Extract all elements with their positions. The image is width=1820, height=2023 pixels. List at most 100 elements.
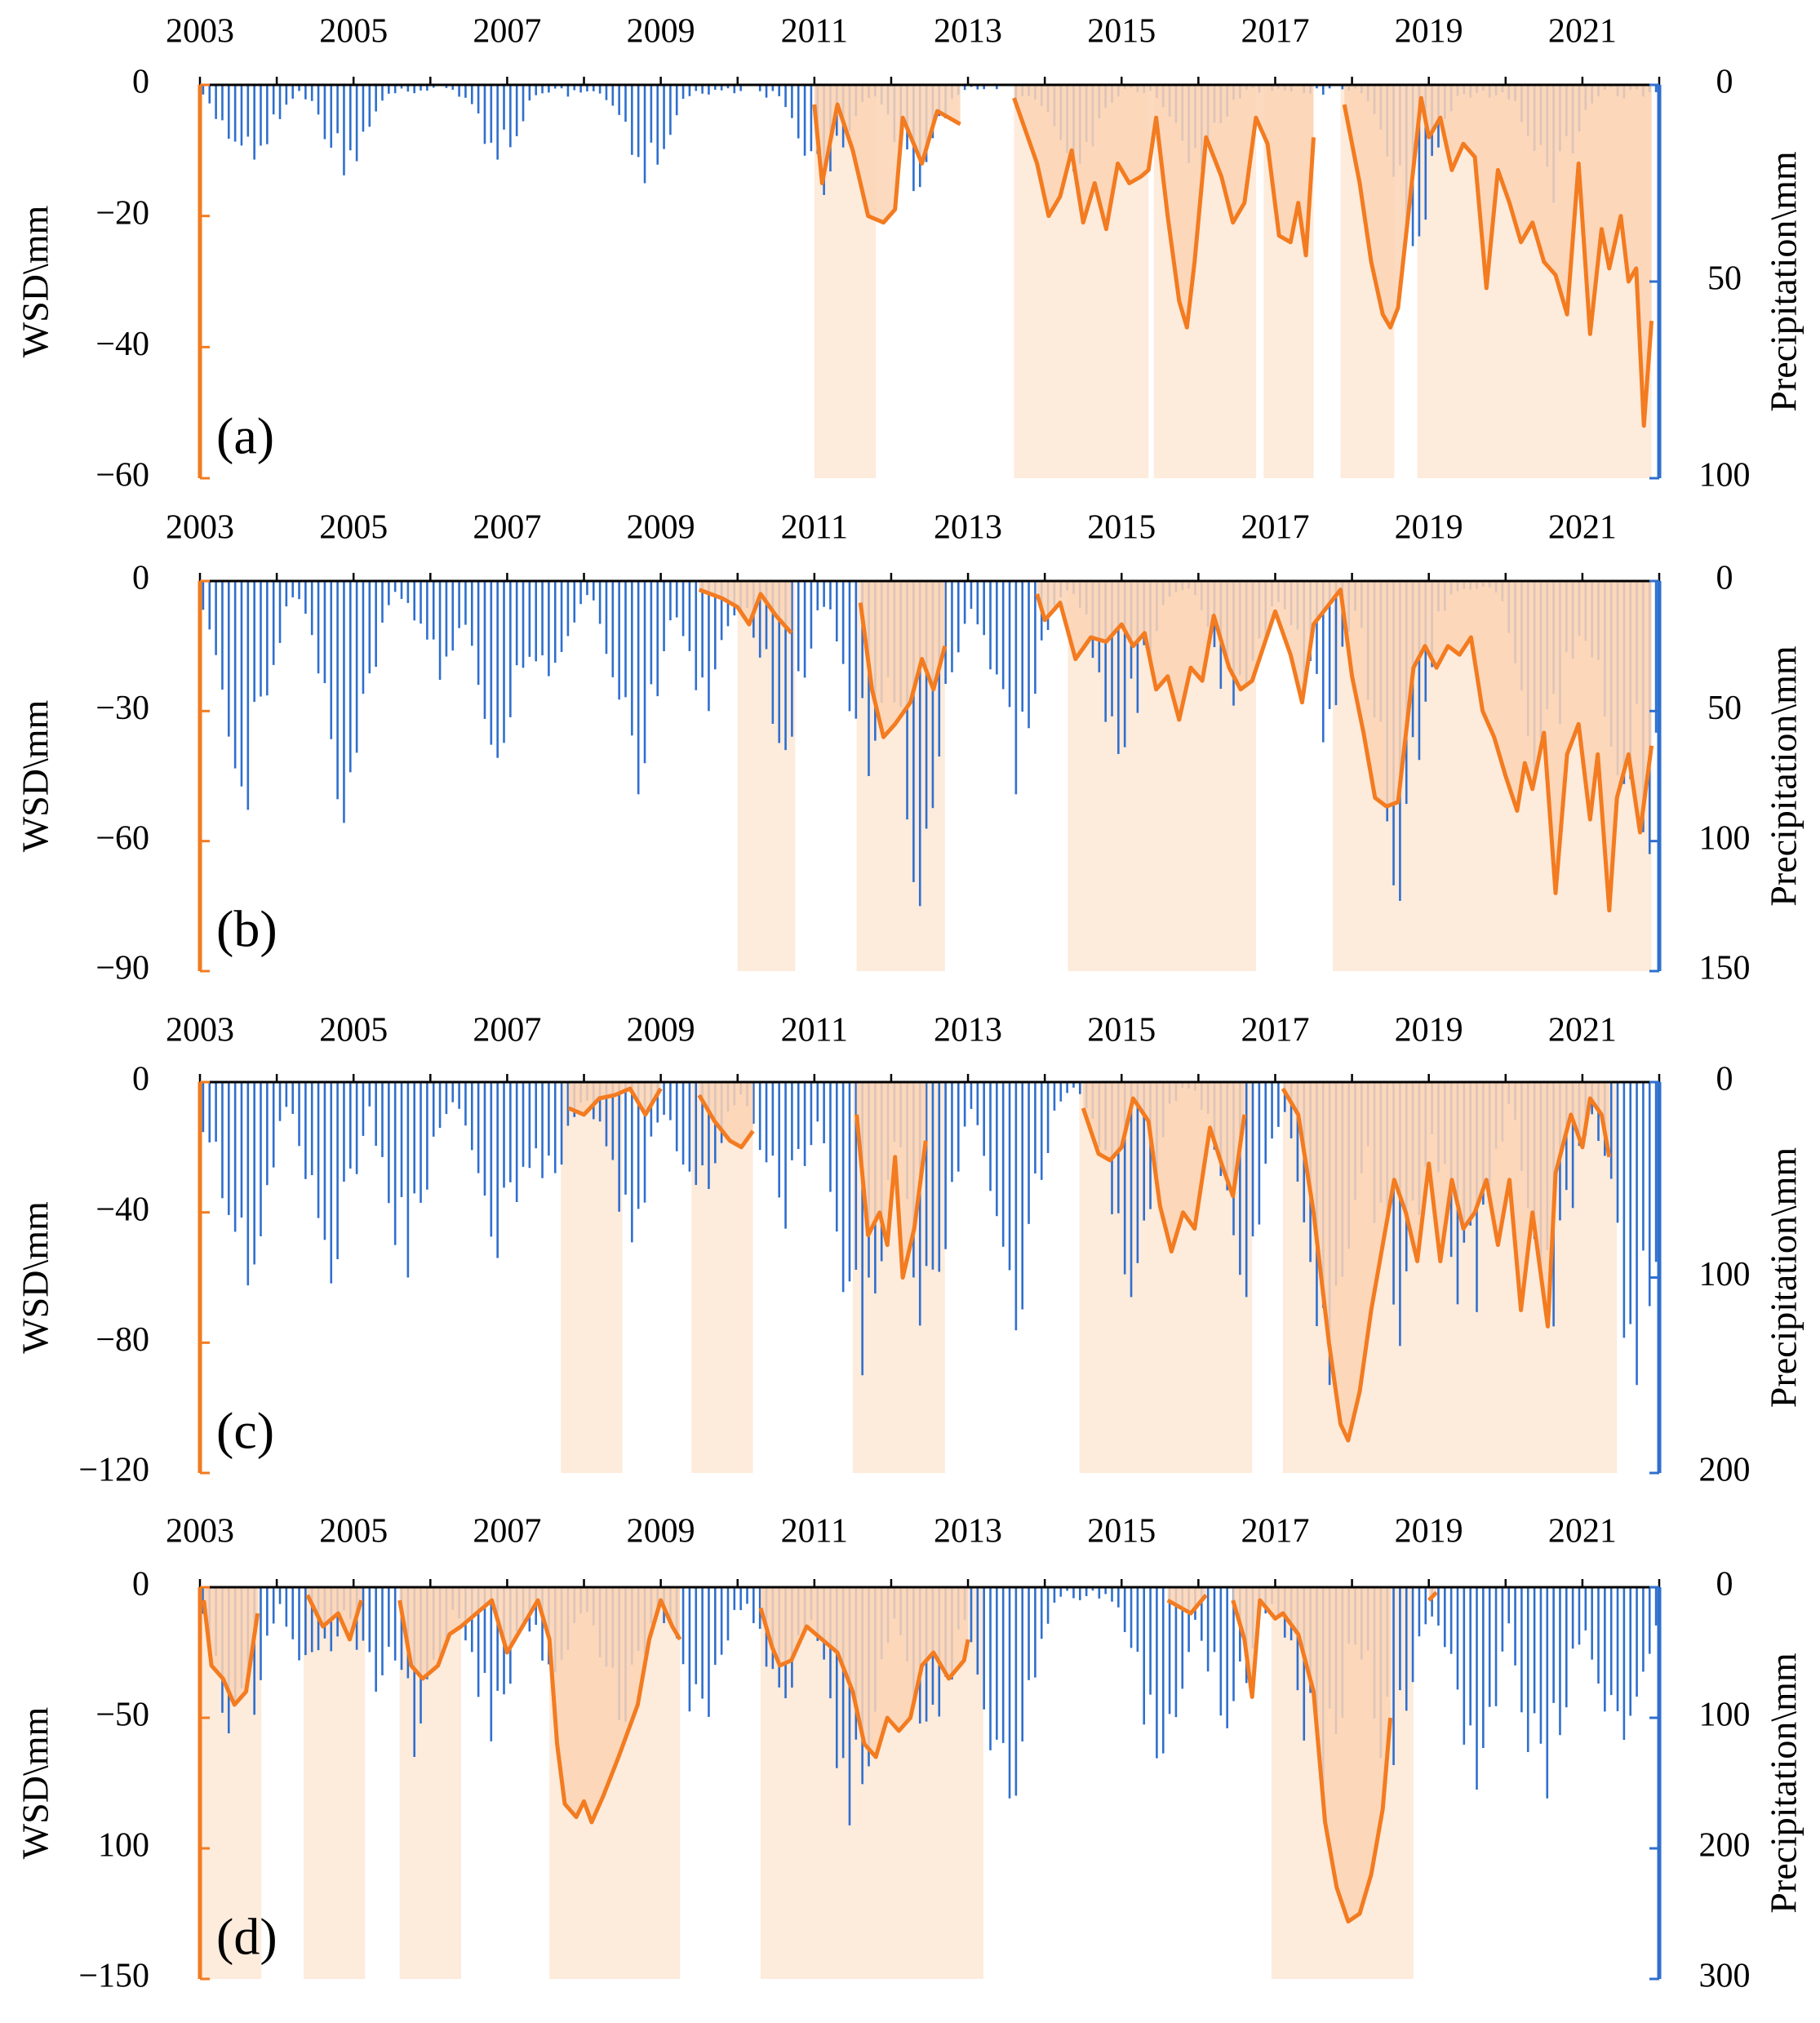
precipitation-bar xyxy=(375,1587,377,1692)
wsd-line xyxy=(855,1114,928,1280)
precipitation-bar xyxy=(375,1082,377,1147)
precipitation-bar xyxy=(233,1082,237,1232)
precipitation-bar xyxy=(535,581,538,662)
precipitation-bar xyxy=(202,1082,205,1133)
precipitation-bar xyxy=(618,1082,620,1212)
precipitation-bar xyxy=(1206,1587,1210,1672)
precipitation-bar xyxy=(637,581,640,795)
precipitation-bar xyxy=(1271,1082,1273,1139)
precipitation-bar xyxy=(675,85,678,116)
precipitation-bar xyxy=(496,581,499,758)
precipitation-bar xyxy=(579,85,582,93)
precipitation-bar xyxy=(343,85,345,175)
x-tick-label: 2011 xyxy=(781,1012,848,1049)
precipitation-bar xyxy=(1136,1082,1139,1263)
precipitation-bar xyxy=(266,1082,269,1186)
precipitation-bar xyxy=(528,581,531,657)
precipitation-bar xyxy=(348,581,352,773)
precipitation-bar xyxy=(553,85,557,89)
precipitation-bar xyxy=(483,1082,486,1196)
precipitation-bar xyxy=(227,85,230,139)
precipitation-bar xyxy=(823,1082,825,1144)
left-tick-label: −30 xyxy=(95,690,149,727)
precipitation-bar xyxy=(688,1082,691,1172)
precipitation-bar xyxy=(535,85,538,95)
precipitation-bar xyxy=(483,85,486,144)
right-axis-title: Precipitation\mm xyxy=(1763,1147,1804,1409)
x-tick-label: 2009 xyxy=(627,1012,695,1049)
precipitation-bar xyxy=(701,1082,704,1166)
precipitation-bar xyxy=(643,581,646,764)
x-tick-label: 2019 xyxy=(1395,1012,1463,1049)
wsd-line xyxy=(1427,1590,1438,1602)
precipitation-bar xyxy=(388,581,390,606)
wsd-line xyxy=(305,1594,363,1642)
precipitation-bar xyxy=(477,1587,480,1697)
precipitation-bar xyxy=(1059,1082,1063,1102)
precipitation-bar xyxy=(1066,1082,1068,1094)
precipitation-bar xyxy=(784,85,787,108)
precipitation-bar xyxy=(938,1082,941,1272)
precipitation-bar xyxy=(419,581,422,624)
wsd-deficit-area xyxy=(1083,1082,1245,1252)
precipitation-bar xyxy=(1578,1587,1581,1645)
precipitation-bar xyxy=(233,581,237,769)
right-axis-title: Precipitation\mm xyxy=(1763,1653,1804,1914)
precipitation-bar xyxy=(983,581,985,636)
precipitation-bar xyxy=(1053,1587,1056,1603)
left-tick-label: −60 xyxy=(95,819,149,857)
precipitation-bar xyxy=(810,1082,813,1146)
precipitation-bar xyxy=(330,1082,333,1284)
precipitation-bar xyxy=(848,581,851,712)
precipitation-bar xyxy=(272,85,275,115)
precipitation-bar xyxy=(669,85,672,135)
x-tick-label: 2017 xyxy=(1241,509,1309,547)
x-tick-label: 2021 xyxy=(1548,1012,1617,1049)
precipitation-bar xyxy=(1008,1082,1011,1271)
precipitation-bar xyxy=(1072,1082,1075,1088)
precipitation-bar xyxy=(1341,85,1344,90)
precipitation-bar xyxy=(496,1082,499,1258)
precipitation-bar xyxy=(291,1587,295,1639)
precipitation-bar xyxy=(509,85,512,148)
precipitation-bar xyxy=(522,85,525,122)
precipitation-bar xyxy=(1021,581,1024,712)
precipitation-bar xyxy=(598,581,601,624)
wsd-line xyxy=(1012,97,1316,330)
precipitation-bar xyxy=(515,581,518,666)
precipitation-bar xyxy=(579,581,582,605)
precipitation-bar xyxy=(791,1082,793,1160)
precipitation-bar xyxy=(355,1082,358,1174)
precipitation-bar xyxy=(1482,1587,1485,1749)
precipitation-bar xyxy=(470,581,473,646)
precipitation-bar xyxy=(1091,1587,1094,1591)
precipitation-bar xyxy=(681,1082,685,1165)
precipitation-bar xyxy=(758,1587,761,1629)
precipitation-bar xyxy=(855,581,858,719)
precipitation-bar xyxy=(503,85,505,130)
right-tick-label: 300 xyxy=(1699,1958,1751,1995)
precipitation-bar xyxy=(976,1587,979,1675)
precipitation-bar xyxy=(1174,1587,1178,1718)
precipitation-bar xyxy=(451,1082,455,1102)
x-tick-label: 2003 xyxy=(166,13,234,51)
precipitation-bar xyxy=(291,581,295,598)
precipitation-bar xyxy=(362,581,365,694)
wsd-deficit-area xyxy=(203,1587,258,1705)
precipitation-bar xyxy=(669,1082,672,1120)
precipitation-bar xyxy=(810,581,813,649)
precipitation-bar xyxy=(592,85,595,91)
precipitation-bar xyxy=(208,85,211,104)
precipitation-bar xyxy=(215,85,217,119)
precipitation-bar xyxy=(240,581,243,787)
precipitation-bar xyxy=(708,1082,710,1189)
precipitation-bar xyxy=(983,85,985,90)
precipitation-bar xyxy=(1565,1587,1568,1708)
precipitation-bar xyxy=(669,581,672,621)
x-tick-label: 2009 xyxy=(627,509,695,547)
precipitation-bar xyxy=(1034,1082,1037,1173)
precipitation-bar xyxy=(1571,1587,1574,1649)
precipitation-bar xyxy=(650,1082,653,1137)
precipitation-bar xyxy=(483,581,486,719)
precipitation-bar xyxy=(393,85,397,94)
